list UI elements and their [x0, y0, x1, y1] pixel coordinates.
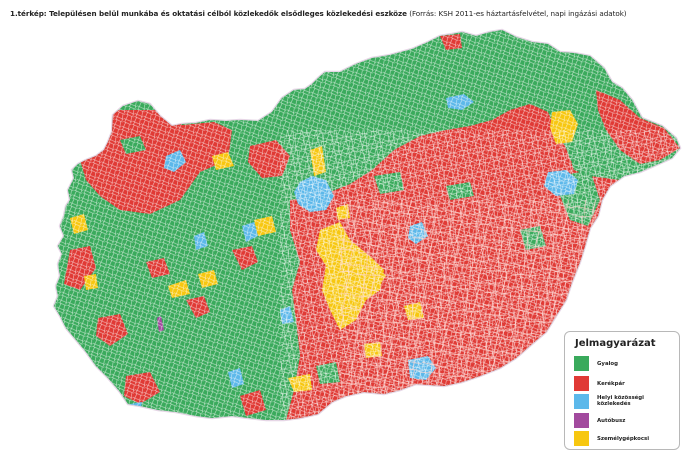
legend-swatch-helyi	[574, 394, 589, 409]
legend-item-kerekpar: Kerékpár	[574, 376, 674, 392]
legend-item-autobusz: Autóbusz	[574, 413, 674, 429]
legend-swatch-szemelygepkocsi	[574, 431, 589, 446]
legend-title: Jelmagyarázat	[575, 338, 656, 349]
map-title-source: (Forrás: KSH 2011-es háztartásfelvétel, …	[406, 9, 627, 18]
map-title-main: 1.térkép: Településen belül munkába és o…	[10, 9, 407, 18]
region-helyi-patch	[382, 38, 392, 50]
legend-swatch-autobusz	[574, 413, 589, 428]
map-legend: Jelmagyarázat Gyalog Kerékpár Helyi közö…	[564, 331, 680, 450]
legend-swatch-kerekpar	[574, 376, 589, 391]
legend-label-gyalog: Gyalog	[597, 360, 618, 367]
legend-item-helyi: Helyi közösségi közlekedés	[574, 394, 674, 410]
legend-label-helyi-line1: Helyi közösségi	[597, 395, 645, 401]
legend-item-szemelygepkocsi: Személygépkocsi	[574, 431, 674, 447]
legend-label-autobusz: Autóbusz	[597, 417, 626, 424]
municipality-boundaries-large	[340, 200, 600, 400]
legend-swatch-gyalog	[574, 356, 589, 371]
legend-label-helyi: Helyi közösségi közlekedés	[597, 395, 644, 408]
legend-label-kerekpar: Kerékpár	[597, 380, 625, 387]
legend-item-gyalog: Gyalog	[574, 356, 674, 372]
legend-label-helyi-line2: közlekedés	[597, 401, 631, 408]
map-title: 1.térkép: Településen belül munkába és o…	[10, 9, 627, 18]
legend-label-szemelygepkocsi: Személygépkocsi	[597, 435, 650, 442]
